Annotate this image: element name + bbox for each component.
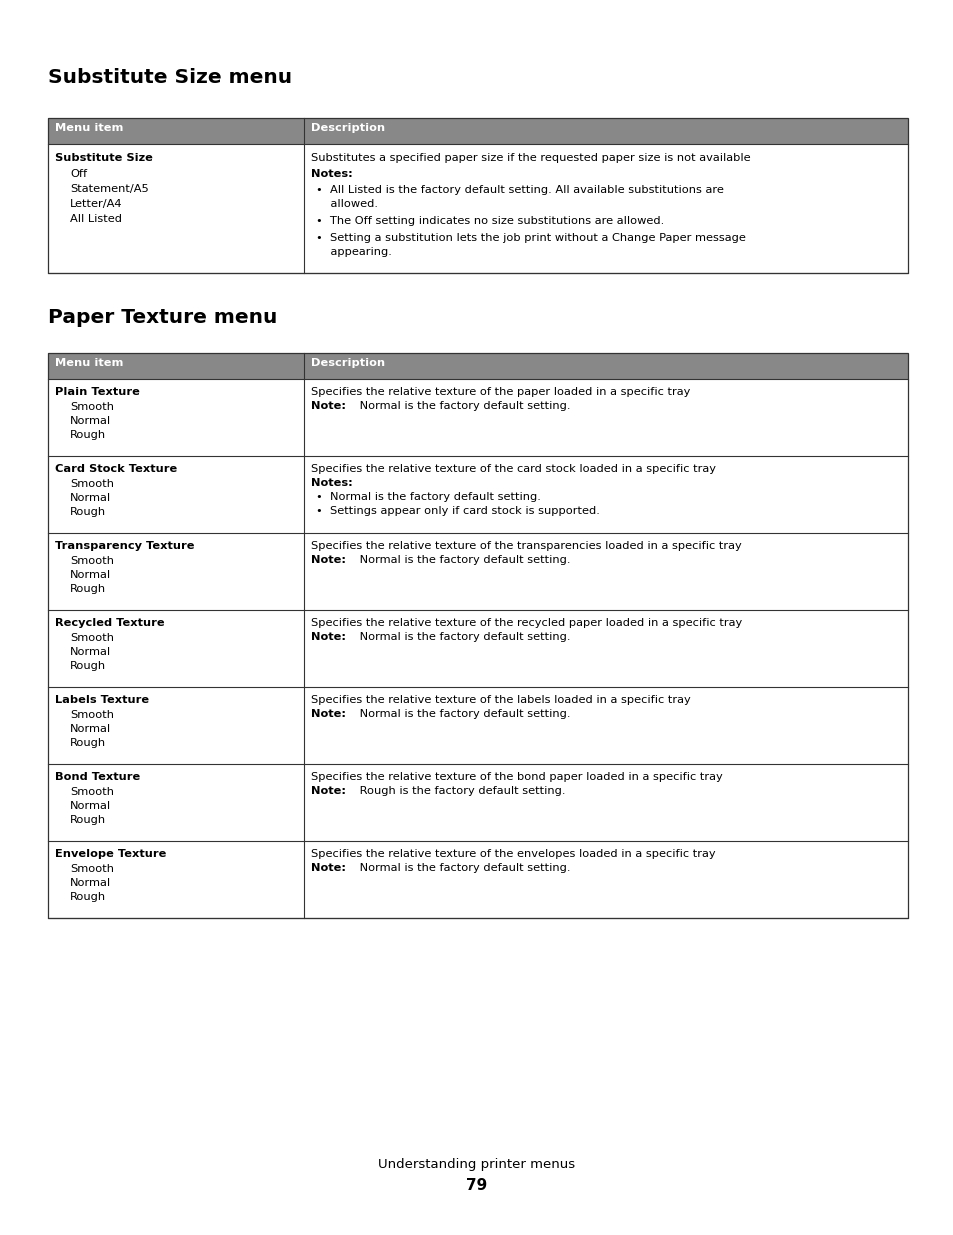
Text: Rough: Rough	[70, 739, 106, 748]
Text: Normal: Normal	[70, 416, 111, 426]
Text: Menu item: Menu item	[55, 358, 123, 368]
Text: Note:: Note:	[311, 555, 346, 564]
Text: Menu item: Menu item	[55, 124, 123, 133]
Text: Labels Texture: Labels Texture	[55, 695, 149, 705]
Text: Smooth: Smooth	[70, 710, 113, 720]
Bar	[48, 353, 907, 918]
Text: Smooth: Smooth	[70, 479, 113, 489]
Text: Recycled Texture: Recycled Texture	[55, 618, 165, 629]
Text: Specifies the relative texture of the recycled paper loaded in a specific tray: Specifies the relative texture of the re…	[311, 618, 741, 629]
Text: Specifies the relative texture of the envelopes loaded in a specific tray: Specifies the relative texture of the en…	[311, 848, 715, 860]
Bar	[48, 119, 907, 273]
Text: appearing.: appearing.	[316, 247, 392, 257]
Text: All Listed: All Listed	[70, 214, 122, 224]
Text: Specifies the relative texture of the labels loaded in a specific tray: Specifies the relative texture of the la…	[311, 695, 690, 705]
Text: •  The Off setting indicates no size substitutions are allowed.: • The Off setting indicates no size subs…	[316, 216, 664, 226]
Text: Note:: Note:	[311, 709, 346, 719]
Text: Notes:: Notes:	[311, 478, 353, 488]
Text: Understanding printer menus: Understanding printer menus	[378, 1158, 575, 1171]
Text: Notes:: Notes:	[311, 169, 353, 179]
Text: Smooth: Smooth	[70, 864, 113, 874]
Text: Normal is the factory default setting.: Normal is the factory default setting.	[356, 632, 570, 642]
Text: Note:: Note:	[311, 632, 346, 642]
Text: •  Setting a substitution lets the job print without a Change Paper message: • Setting a substitution lets the job pr…	[316, 233, 745, 243]
Text: Rough: Rough	[70, 430, 106, 440]
Text: Specifies the relative texture of the card stock loaded in a specific tray: Specifies the relative texture of the ca…	[311, 464, 716, 474]
Text: Normal: Normal	[70, 802, 111, 811]
Text: Normal: Normal	[70, 493, 111, 503]
Text: Note:: Note:	[311, 863, 346, 873]
Text: Description: Description	[311, 124, 385, 133]
Text: Normal: Normal	[70, 878, 111, 888]
Text: Rough: Rough	[70, 508, 106, 517]
Text: Smooth: Smooth	[70, 787, 113, 797]
Text: Normal: Normal	[70, 571, 111, 580]
Text: Rough is the factory default setting.: Rough is the factory default setting.	[356, 785, 565, 797]
Text: Card Stock Texture: Card Stock Texture	[55, 464, 177, 474]
Text: Specifies the relative texture of the bond paper loaded in a specific tray: Specifies the relative texture of the bo…	[311, 772, 722, 782]
Text: Paper Texture menu: Paper Texture menu	[48, 308, 277, 327]
Text: Description: Description	[311, 358, 385, 368]
Text: •  All Listed is the factory default setting. All available substitutions are: • All Listed is the factory default sett…	[316, 185, 723, 195]
Text: allowed.: allowed.	[316, 199, 378, 209]
Text: Specifies the relative texture of the transparencies loaded in a specific tray: Specifies the relative texture of the tr…	[311, 541, 741, 551]
Text: Specifies the relative texture of the paper loaded in a specific tray: Specifies the relative texture of the pa…	[311, 387, 690, 396]
Text: Substitute Size menu: Substitute Size menu	[48, 68, 292, 86]
Text: Note:: Note:	[311, 785, 346, 797]
Text: Normal is the factory default setting.: Normal is the factory default setting.	[356, 709, 570, 719]
Text: Rough: Rough	[70, 815, 106, 825]
Text: Transparency Texture: Transparency Texture	[55, 541, 194, 551]
Bar	[48, 353, 907, 379]
Text: Rough: Rough	[70, 661, 106, 671]
Text: Note:: Note:	[311, 401, 346, 411]
Text: Normal is the factory default setting.: Normal is the factory default setting.	[356, 555, 570, 564]
Text: •  Settings appear only if card stock is supported.: • Settings appear only if card stock is …	[316, 506, 599, 516]
Text: Envelope Texture: Envelope Texture	[55, 848, 166, 860]
Text: 79: 79	[466, 1178, 487, 1193]
Text: Off: Off	[70, 169, 87, 179]
Text: Rough: Rough	[70, 584, 106, 594]
Text: Plain Texture: Plain Texture	[55, 387, 140, 396]
Text: Smooth: Smooth	[70, 556, 113, 566]
Text: Bond Texture: Bond Texture	[55, 772, 140, 782]
Text: Statement/A5: Statement/A5	[70, 184, 149, 194]
Text: Letter/A4: Letter/A4	[70, 199, 122, 209]
Text: Smooth: Smooth	[70, 634, 113, 643]
Text: Normal: Normal	[70, 724, 111, 734]
Bar	[48, 119, 907, 144]
Text: Normal is the factory default setting.: Normal is the factory default setting.	[356, 401, 570, 411]
Text: Substitutes a specified paper size if the requested paper size is not available: Substitutes a specified paper size if th…	[311, 153, 750, 163]
Text: •  Normal is the factory default setting.: • Normal is the factory default setting.	[316, 492, 540, 501]
Text: Normal: Normal	[70, 647, 111, 657]
Text: Smooth: Smooth	[70, 403, 113, 412]
Text: Rough: Rough	[70, 892, 106, 902]
Text: Normal is the factory default setting.: Normal is the factory default setting.	[356, 863, 570, 873]
Text: Substitute Size: Substitute Size	[55, 153, 152, 163]
